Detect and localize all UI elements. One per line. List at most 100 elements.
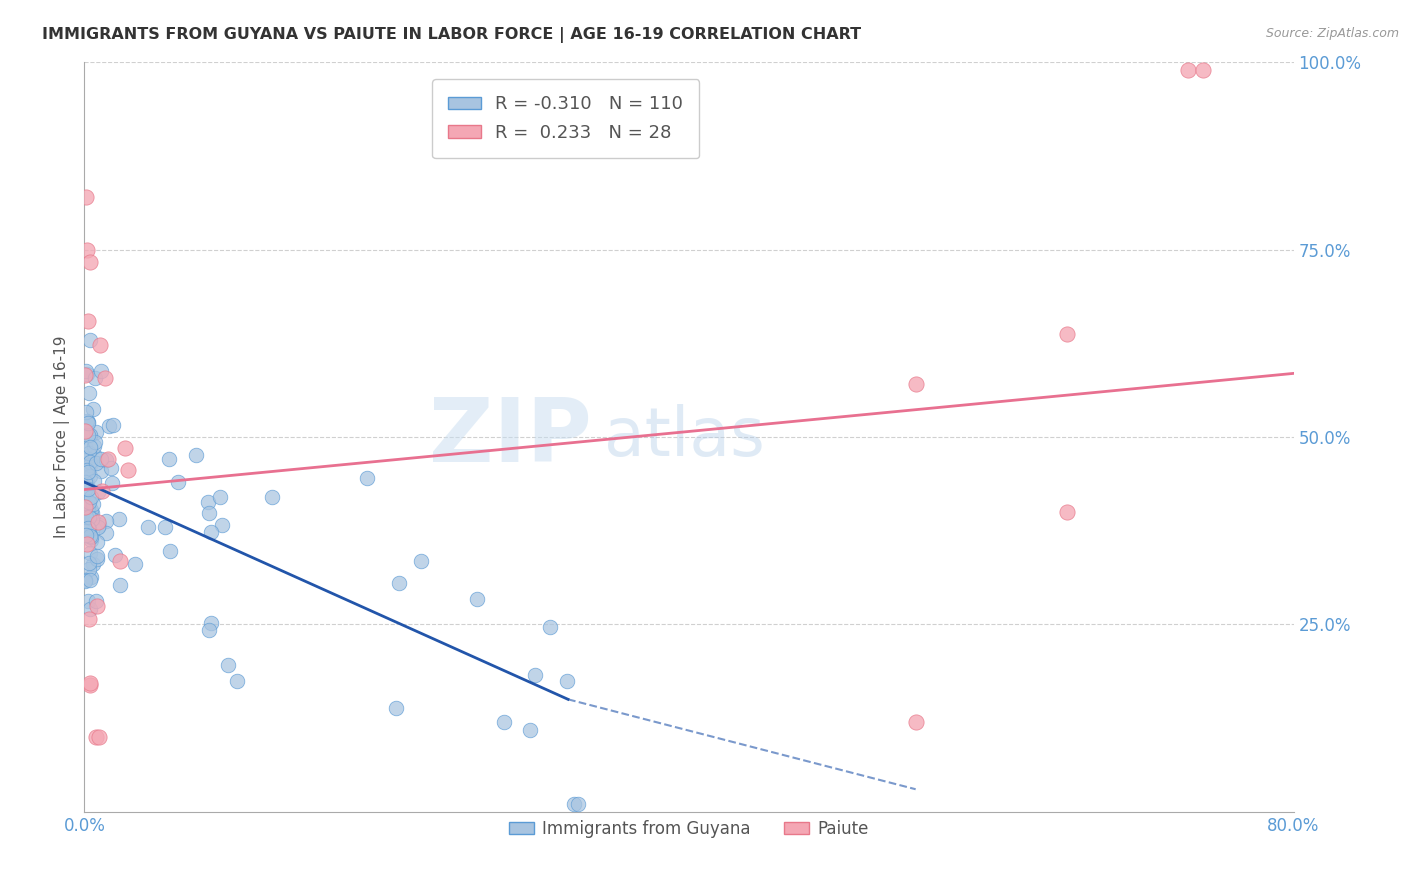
Point	[409, 554, 432, 568]
Point	[77, 465, 100, 479]
Point	[94, 526, 117, 541]
Point	[79, 255, 101, 269]
Point	[73, 424, 96, 438]
Text: ZIP: ZIP	[429, 393, 592, 481]
Point	[79, 510, 101, 524]
Point	[77, 523, 100, 537]
Point	[87, 515, 110, 529]
Point	[157, 451, 180, 466]
Point	[200, 524, 222, 539]
Point	[80, 508, 103, 523]
Point	[104, 548, 127, 562]
Point	[76, 521, 98, 535]
Point	[76, 494, 98, 508]
Point	[197, 623, 219, 637]
Point	[90, 464, 112, 478]
Point	[76, 367, 98, 381]
Point	[75, 405, 97, 419]
Point	[77, 495, 100, 509]
Y-axis label: In Labor Force | Age 16-19: In Labor Force | Age 16-19	[55, 335, 70, 539]
Point	[555, 674, 578, 689]
Point	[75, 518, 97, 533]
Point	[75, 364, 97, 378]
Point	[96, 514, 118, 528]
Point	[79, 557, 101, 571]
Point	[79, 469, 101, 483]
Point	[91, 483, 114, 498]
Point	[79, 334, 101, 348]
Point	[79, 455, 101, 469]
Point	[84, 425, 107, 439]
Point	[79, 570, 101, 584]
Point	[197, 495, 219, 509]
Point	[90, 452, 112, 467]
Point	[388, 576, 411, 591]
Text: Source: ZipAtlas.com: Source: ZipAtlas.com	[1265, 27, 1399, 40]
Point	[117, 463, 139, 477]
Point	[82, 401, 104, 416]
Point	[83, 474, 105, 488]
Point	[77, 562, 100, 576]
Point	[84, 435, 107, 450]
Point	[108, 578, 131, 592]
Point	[79, 602, 101, 616]
Point	[86, 549, 108, 563]
Point	[159, 544, 181, 558]
Point	[75, 190, 97, 204]
Point	[89, 338, 111, 352]
Point	[86, 520, 108, 534]
Text: IMMIGRANTS FROM GUYANA VS PAIUTE IN LABOR FORCE | AGE 16-19 CORRELATION CHART: IMMIGRANTS FROM GUYANA VS PAIUTE IN LABO…	[42, 27, 862, 43]
Point	[79, 458, 101, 473]
Point	[83, 449, 105, 463]
Point	[77, 593, 100, 607]
Point	[73, 368, 96, 383]
Point	[80, 503, 103, 517]
Point	[75, 481, 97, 495]
Point	[200, 616, 222, 631]
Point	[86, 534, 108, 549]
Point	[186, 448, 208, 462]
Point	[153, 519, 176, 533]
Point	[77, 314, 100, 328]
Point	[79, 678, 101, 692]
Point	[136, 520, 159, 534]
Point	[100, 460, 122, 475]
Point	[110, 553, 132, 567]
Point	[76, 428, 98, 442]
Point	[356, 470, 378, 484]
Point	[77, 446, 100, 460]
Point	[80, 506, 103, 520]
Point	[80, 491, 103, 505]
Point	[492, 714, 515, 729]
Point	[83, 370, 105, 384]
Text: atlas: atlas	[605, 404, 765, 470]
Point	[75, 475, 97, 489]
Point	[75, 500, 97, 514]
Point	[76, 243, 98, 257]
Point	[904, 376, 927, 391]
Point	[80, 531, 103, 545]
Point	[79, 533, 101, 547]
Point	[79, 428, 101, 442]
Point	[87, 484, 110, 499]
Point	[79, 441, 101, 455]
Point	[217, 657, 239, 672]
Point	[82, 558, 104, 572]
Point	[260, 491, 283, 505]
Point	[82, 497, 104, 511]
Point	[75, 527, 97, 541]
Point	[73, 439, 96, 453]
Point	[80, 511, 103, 525]
Point	[77, 416, 100, 430]
Point	[225, 674, 247, 689]
Point	[86, 730, 108, 744]
Point	[76, 500, 98, 514]
Point	[76, 414, 98, 428]
Point	[89, 730, 111, 744]
Legend: Immigrants from Guyana, Paiute: Immigrants from Guyana, Paiute	[502, 814, 876, 845]
Point	[465, 591, 488, 606]
Point	[100, 475, 122, 490]
Point	[1177, 62, 1199, 77]
Point	[79, 573, 101, 587]
Point	[904, 714, 927, 729]
